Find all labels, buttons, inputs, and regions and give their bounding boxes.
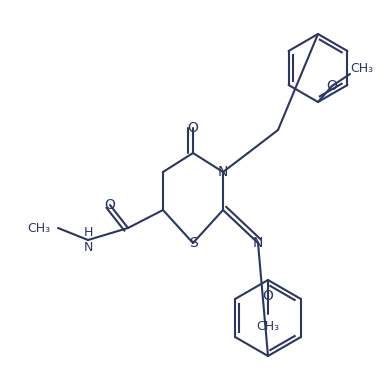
Text: CH₃: CH₃: [351, 62, 373, 74]
Text: N: N: [218, 165, 228, 179]
Text: N: N: [253, 236, 263, 250]
Text: CH₃: CH₃: [27, 222, 50, 234]
Text: O: O: [188, 121, 199, 135]
Text: O: O: [262, 289, 274, 303]
Text: O: O: [327, 79, 337, 93]
Text: H
N: H N: [83, 226, 93, 254]
Text: CH₃: CH₃: [257, 319, 279, 333]
Text: S: S: [188, 236, 197, 250]
Text: O: O: [104, 198, 115, 212]
